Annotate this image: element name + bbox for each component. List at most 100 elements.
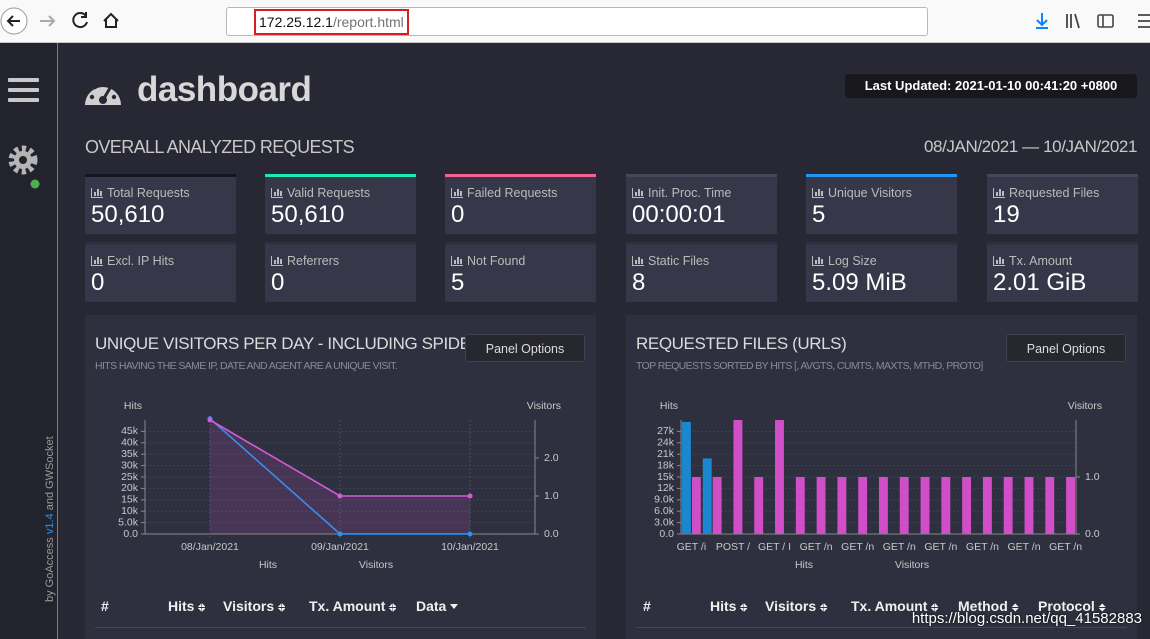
y-axis-title: Hits — [124, 400, 142, 412]
y-tick-label: 5.0k — [118, 516, 139, 528]
bar — [816, 477, 826, 534]
card-value: 5 — [451, 269, 465, 296]
bar — [795, 477, 805, 534]
column-header[interactable]: Hits — [710, 598, 747, 614]
table-separator — [95, 627, 586, 628]
card-icon — [632, 256, 644, 266]
column-header[interactable]: Tx. Amount — [309, 598, 396, 614]
panel-title: REQUESTED FILES (URLS) — [636, 334, 847, 353]
metric-card: Excl. IP Hits 0 — [85, 242, 236, 302]
column-header[interactable]: Visitors — [223, 598, 285, 614]
data-point — [337, 493, 343, 499]
y-tick-label: 30k — [121, 459, 139, 471]
bar — [1066, 477, 1075, 534]
column-header[interactable]: Data — [416, 598, 458, 614]
x-tick-label: GET /n — [1007, 541, 1040, 553]
column-header[interactable]: Protocol — [1038, 598, 1106, 614]
column-header[interactable]: # — [101, 598, 109, 614]
url-text[interactable]: 172.25.12.1/report.html — [254, 9, 409, 35]
library-button[interactable] — [1066, 13, 1080, 29]
downloads-button[interactable] — [1036, 13, 1048, 29]
x-tick-label: 09/Jan/2021 — [311, 541, 369, 553]
card-label: Static Files — [648, 254, 710, 268]
date-range: 08/JAN/2021 — 10/JAN/2021 — [923, 137, 1137, 156]
column-header[interactable]: Hits — [168, 598, 205, 614]
legend-label: Hits — [795, 559, 813, 571]
url-path: /report.html — [332, 14, 404, 30]
card-value: 50,610 — [271, 201, 345, 228]
legend-label: Hits — [259, 559, 277, 571]
card-value: 5.09 MiB — [812, 269, 907, 296]
x-tick-label: GET /n — [841, 541, 874, 553]
y-axis-title: Hits — [660, 400, 678, 412]
forward-button[interactable] — [40, 15, 56, 27]
card-label: Excl. IP Hits — [107, 254, 175, 268]
series-area — [210, 420, 470, 534]
card-value: 0 — [271, 269, 285, 296]
bar — [1024, 477, 1034, 534]
card-icon — [271, 188, 283, 198]
y-tick-label: 25k — [121, 471, 139, 483]
panel-options-button[interactable]: Panel Options — [1006, 334, 1126, 362]
y-tick-label: 27k — [657, 425, 675, 437]
column-header[interactable]: # — [643, 598, 651, 614]
settings-gear[interactable] — [8, 145, 38, 175]
bar — [1045, 477, 1055, 534]
card-label: Not Found — [467, 254, 526, 268]
column-header[interactable]: Method — [958, 598, 1019, 614]
y-tick-label: 0.0 — [123, 528, 138, 540]
bar — [1003, 477, 1013, 534]
panel-title: UNIQUE VISITORS PER DAY - INCLUDING SPID… — [95, 334, 471, 353]
bar — [837, 477, 847, 534]
metric-card: Requested Files 19 — [987, 174, 1138, 234]
y-tick-label: 24k — [657, 437, 675, 449]
reload-button[interactable] — [72, 12, 88, 29]
y-tick-label: 18k — [657, 459, 675, 471]
sidebar-button[interactable] — [1097, 14, 1114, 28]
column-header[interactable]: Tx. Amount — [851, 598, 938, 614]
card-icon — [632, 188, 644, 198]
menu-toggle[interactable] — [8, 78, 39, 102]
card-label: Total Requests — [107, 186, 190, 200]
y2-tick-label: 0.0 — [544, 528, 559, 540]
x-tick-label: GET /n — [924, 541, 957, 553]
status-dot — [30, 179, 40, 189]
metric-card: Log Size 5.09 MiB — [806, 242, 957, 302]
button-label: Panel Options — [485, 342, 565, 356]
card-icon — [91, 188, 103, 198]
menu-button[interactable] — [1138, 14, 1150, 28]
card-icon — [451, 256, 463, 266]
y2-axis-title: Visitors — [1068, 400, 1102, 412]
panel-options-button[interactable]: Panel Options — [465, 334, 585, 362]
y-tick-label: 12k — [657, 482, 675, 494]
card-label: Valid Requests — [287, 186, 371, 200]
column-header[interactable]: Visitors — [765, 598, 827, 614]
card-label: Failed Requests — [467, 186, 558, 200]
home-button[interactable] — [103, 12, 119, 28]
bar — [920, 477, 930, 534]
bar — [962, 477, 972, 534]
card-value: 0 — [451, 201, 465, 228]
legend-label: Visitors — [895, 559, 929, 571]
card-icon — [451, 188, 463, 198]
data-point — [207, 417, 213, 423]
page-title: dashboard — [137, 70, 312, 109]
y-tick-label: 3.0k — [654, 516, 675, 528]
url-bar[interactable] — [226, 7, 928, 36]
bar — [982, 477, 992, 534]
y-tick-label: 21k — [657, 448, 675, 460]
bar — [733, 420, 743, 534]
x-tick-label: 10/Jan/2021 — [441, 541, 499, 553]
card-value: 2.01 GiB — [993, 269, 1087, 296]
card-label: Requested Files — [1009, 186, 1100, 200]
x-tick-label: POST / — [716, 541, 750, 553]
browser-toolbar: 172.25.12.1/report.html — [0, 0, 1150, 43]
panel-subtitle: HITS HAVING THE SAME IP, DATE AND AGENT … — [95, 360, 398, 372]
sidebar-icons — [8, 78, 40, 189]
metric-card: Failed Requests 0 — [445, 174, 596, 234]
bar — [702, 458, 712, 534]
y-tick-label: 0.0 — [659, 528, 674, 540]
url-host: 172.25.12.1 — [259, 14, 333, 30]
y-tick-label: 45k — [121, 425, 139, 437]
